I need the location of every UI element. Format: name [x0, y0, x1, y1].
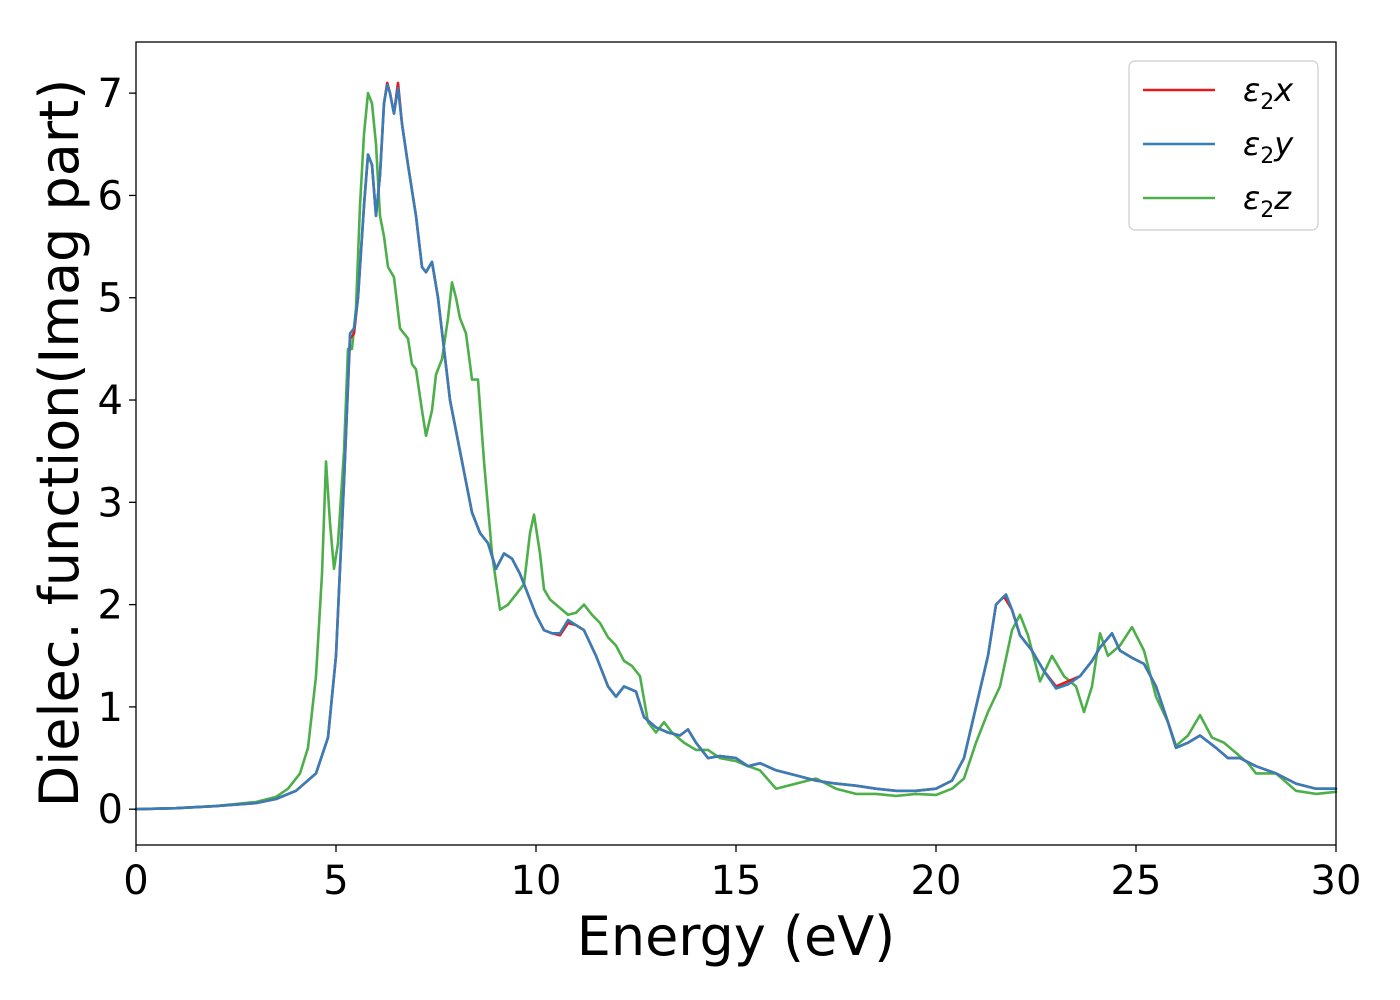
x-tick-label: 5 [323, 858, 348, 904]
y-tick-label: 4 [98, 378, 123, 424]
x-tick-label: 15 [711, 858, 762, 904]
legend-items: ε2x ε2y ε2z [1143, 71, 1294, 223]
tick-layer: 0 5 10 15 20 25 30 0 1 2 3 4 5 6 7 [98, 71, 1362, 904]
x-tick-label: 25 [1111, 858, 1162, 904]
x-tick-label: 30 [1311, 858, 1362, 904]
series-layer [134, 81, 1338, 811]
series-line-z [134, 91, 1338, 811]
series-line-y [134, 83, 1338, 811]
y-tick-label: 6 [98, 173, 123, 219]
legend-label: ε2x [1243, 71, 1294, 115]
y-tick-label: 5 [98, 276, 123, 322]
y-tick-label: 3 [98, 480, 123, 526]
x-tick-label: 10 [511, 858, 562, 904]
legend-label: ε2z [1243, 179, 1292, 223]
y-axis-label: Dielec. function(Imag part) [28, 79, 91, 808]
y-tick-label: 1 [98, 685, 123, 731]
y-tick-label: 0 [98, 787, 123, 833]
x-tick-label: 0 [123, 858, 148, 904]
y-tick-label: 7 [98, 71, 123, 117]
y-tick-label: 2 [98, 583, 123, 629]
x-axis-label: Energy (eV) [577, 905, 896, 968]
legend-box [1128, 60, 1319, 231]
legend-item-z: ε2z [1143, 179, 1292, 223]
legend-item-x: ε2x [1143, 71, 1294, 115]
legend-item-y: ε2y [1143, 125, 1294, 169]
legend-label: ε2y [1243, 125, 1294, 169]
x-tick-label: 20 [911, 858, 962, 904]
legend: ε2x ε2y ε2z [1128, 60, 1319, 231]
